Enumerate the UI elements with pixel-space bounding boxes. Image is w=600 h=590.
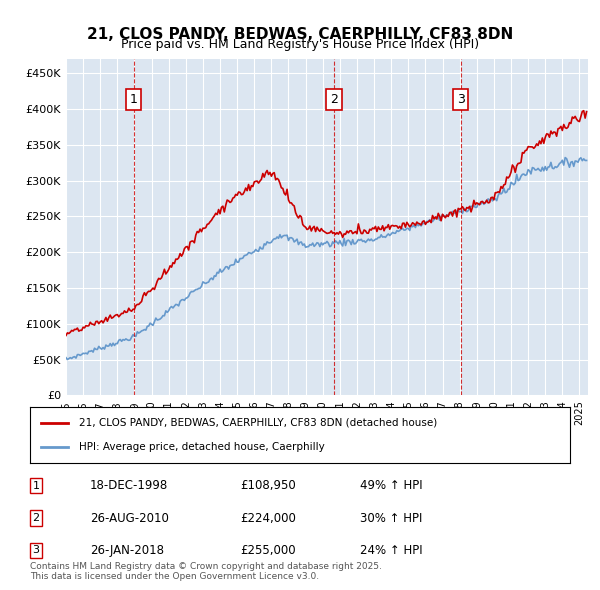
Text: 18-DEC-1998: 18-DEC-1998 [90, 479, 168, 492]
Text: 21, CLOS PANDY, BEDWAS, CAERPHILLY, CF83 8DN (detached house): 21, CLOS PANDY, BEDWAS, CAERPHILLY, CF83… [79, 418, 437, 428]
Text: £255,000: £255,000 [240, 544, 296, 557]
Text: 3: 3 [457, 93, 465, 106]
Text: 24% ↑ HPI: 24% ↑ HPI [360, 544, 422, 557]
Text: 3: 3 [32, 546, 40, 555]
Text: 21, CLOS PANDY, BEDWAS, CAERPHILLY, CF83 8DN: 21, CLOS PANDY, BEDWAS, CAERPHILLY, CF83… [87, 27, 513, 41]
Text: £224,000: £224,000 [240, 512, 296, 525]
Text: Price paid vs. HM Land Registry's House Price Index (HPI): Price paid vs. HM Land Registry's House … [121, 38, 479, 51]
Text: 26-AUG-2010: 26-AUG-2010 [90, 512, 169, 525]
Text: 26-JAN-2018: 26-JAN-2018 [90, 544, 164, 557]
Text: £108,950: £108,950 [240, 479, 296, 492]
Text: HPI: Average price, detached house, Caerphilly: HPI: Average price, detached house, Caer… [79, 442, 325, 453]
Text: Contains HM Land Registry data © Crown copyright and database right 2025.
This d: Contains HM Land Registry data © Crown c… [30, 562, 382, 581]
Text: 30% ↑ HPI: 30% ↑ HPI [360, 512, 422, 525]
Text: 2: 2 [330, 93, 338, 106]
Text: 49% ↑ HPI: 49% ↑ HPI [360, 479, 422, 492]
Text: 1: 1 [130, 93, 138, 106]
Text: 1: 1 [32, 481, 40, 490]
Text: 2: 2 [32, 513, 40, 523]
